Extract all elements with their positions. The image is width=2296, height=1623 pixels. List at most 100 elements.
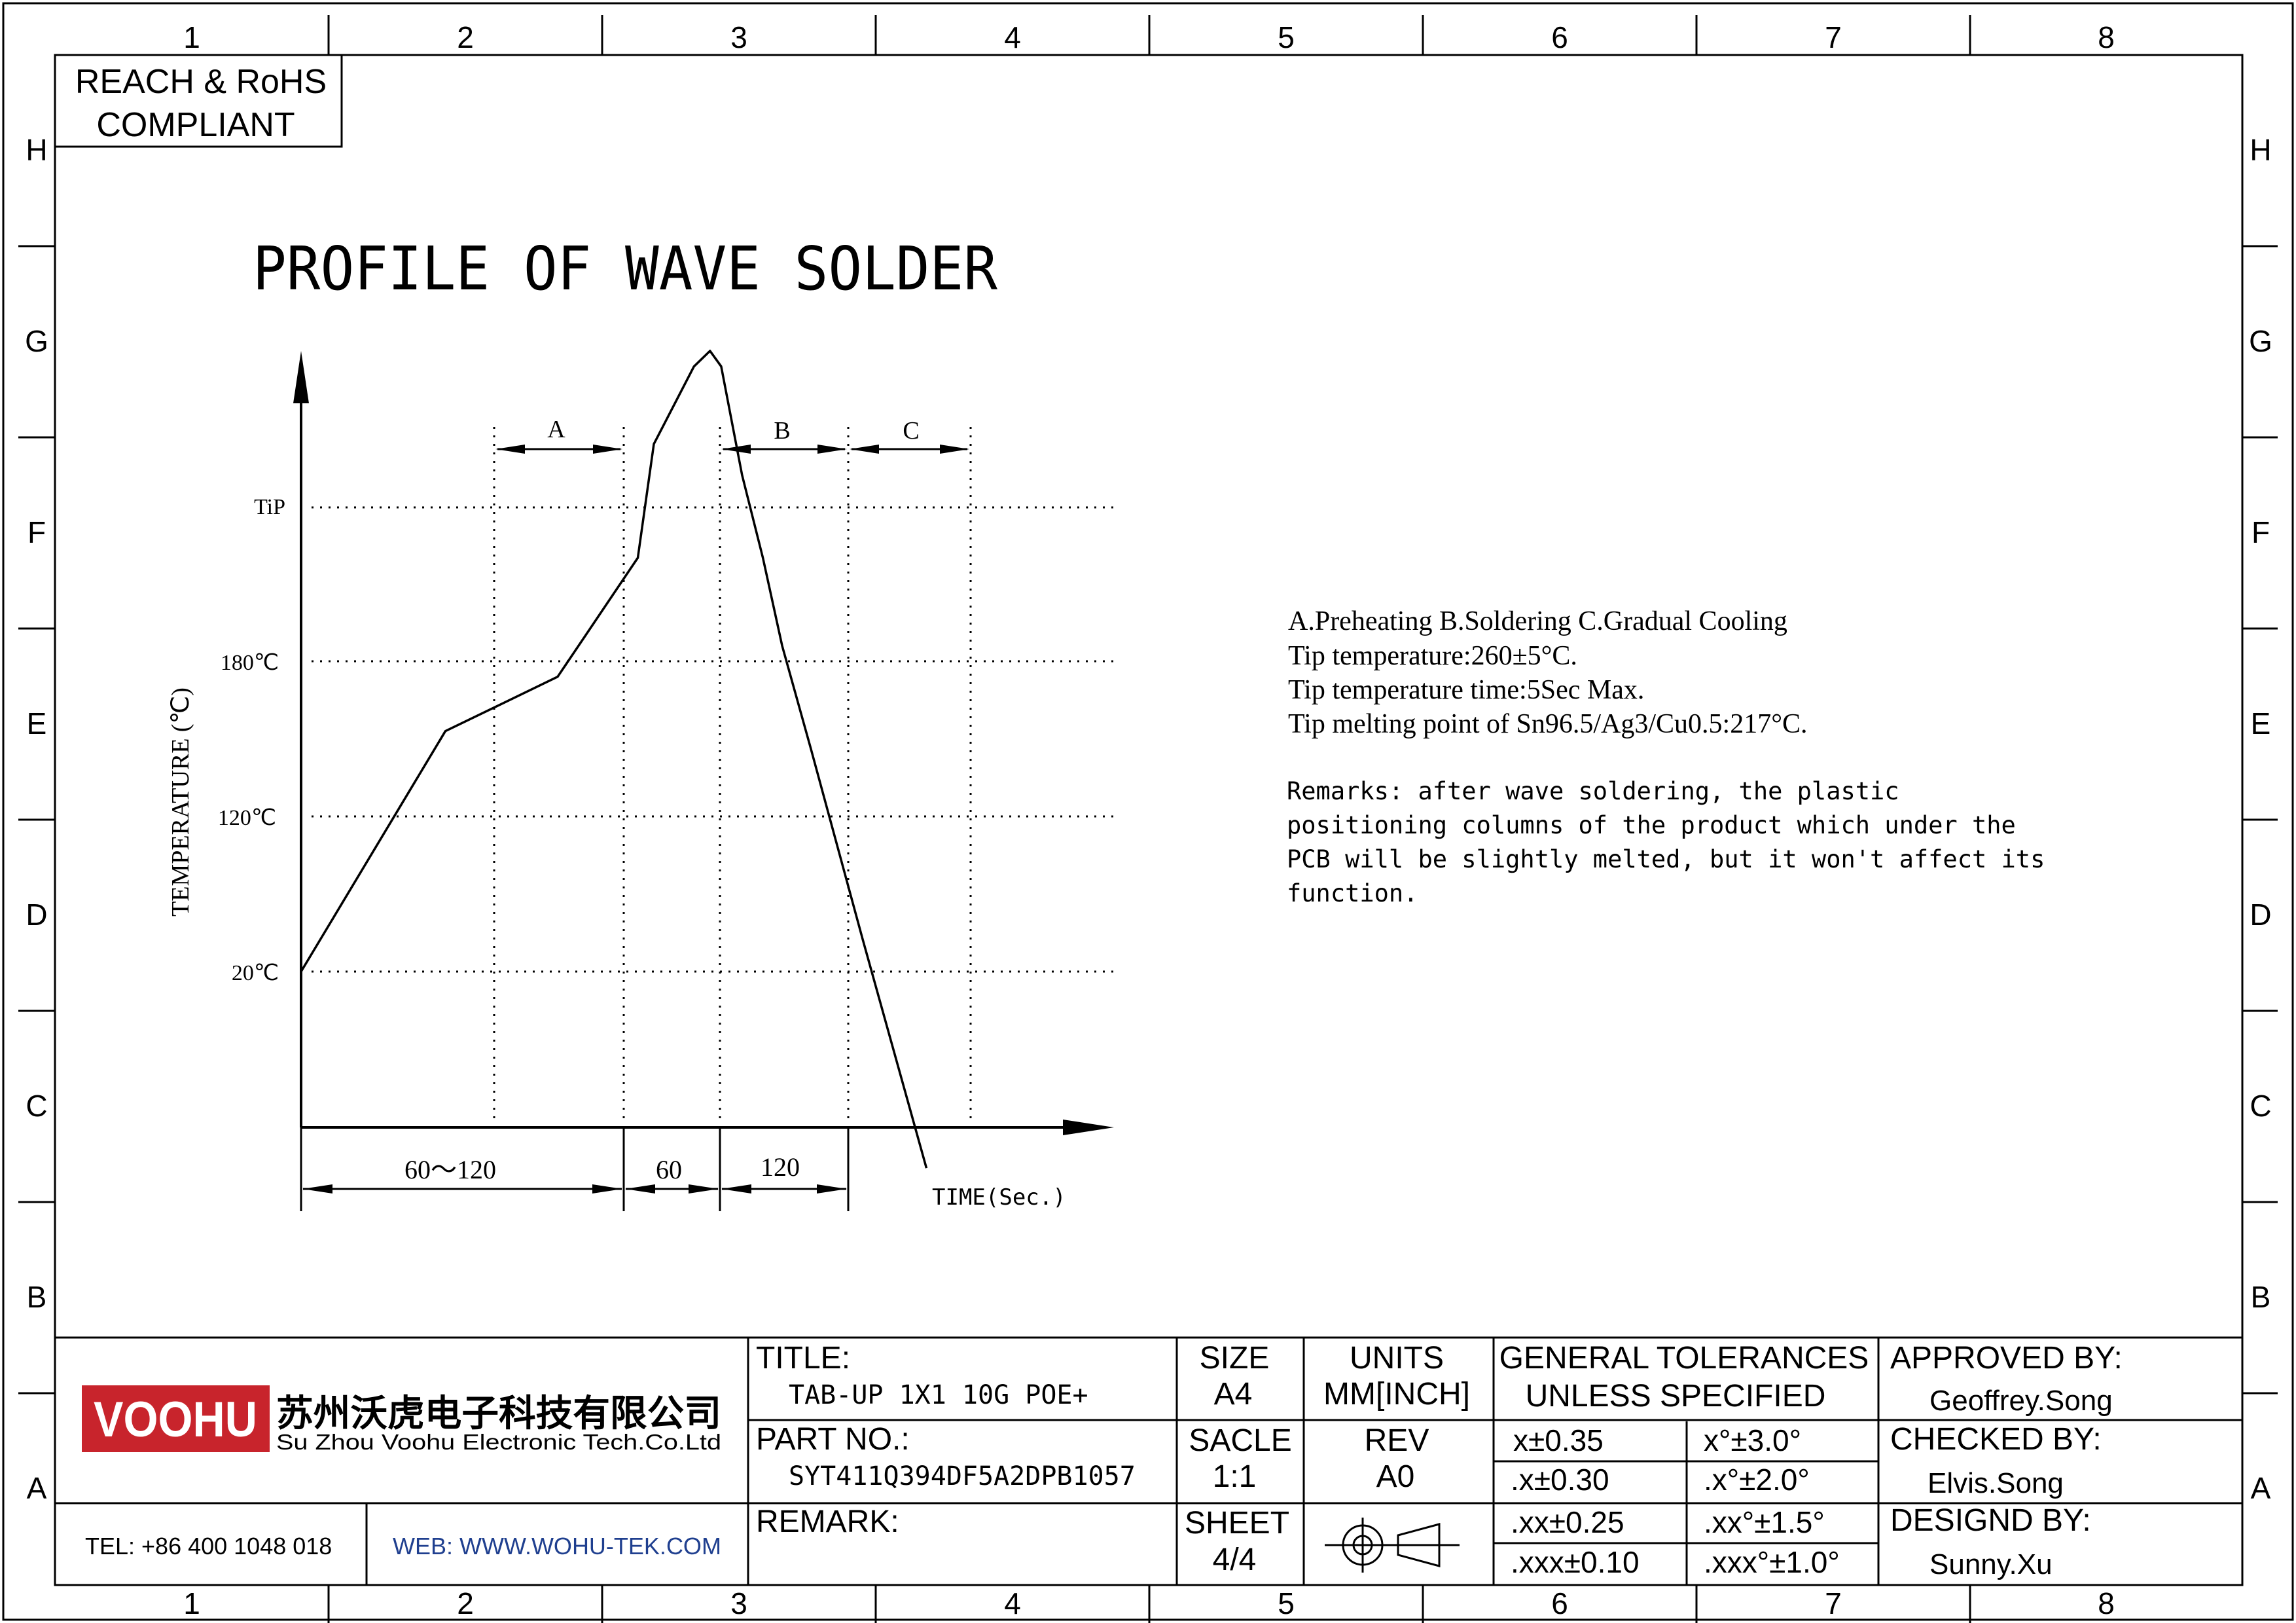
zone-c-arrow (850, 445, 969, 454)
designed-by-value: Sunny.Xu (1929, 1548, 2053, 1580)
zone-row-right: B (2251, 1280, 2271, 1314)
remark-line: positioning columns of the product which… (1287, 811, 2016, 839)
logo-badge (82, 1385, 270, 1452)
rev-label: REV (1365, 1423, 1429, 1458)
logo-text: VOOHU (94, 1392, 257, 1448)
remarks-notes: Remarks: after wave soldering, the plast… (1287, 777, 2045, 907)
tolerance-linear: .xx±0.25 (1511, 1505, 1624, 1539)
note-line: Tip temperature time:5Sec Max. (1288, 675, 1644, 705)
zone-col-bottom: 6 (1551, 1586, 1568, 1620)
zone-row-right: G (2249, 324, 2272, 358)
y-axis-arrowhead (293, 351, 309, 403)
y-axis-label: TEMPERATURE (℃) (167, 687, 194, 917)
zone-label-b: B (774, 417, 790, 445)
tolerance-angular: x°±3.0° (1704, 1423, 1801, 1457)
units-label: UNITS (1350, 1341, 1444, 1376)
zone-row-right: D (2250, 898, 2271, 932)
zone-col-bottom: 5 (1278, 1586, 1295, 1620)
drawing-title: PROFILE OF WAVE SOLDER (253, 234, 998, 304)
zone-row-left: H (26, 133, 47, 167)
compliance-line-2: COMPLIANT (96, 106, 295, 144)
y-axis (293, 351, 309, 1127)
zone-col-bottom: 4 (1004, 1586, 1021, 1620)
y-tick-label: 180℃ (221, 651, 279, 675)
remark-line: function. (1287, 879, 1418, 907)
zone-b-arrow (721, 445, 847, 454)
tolerance-angular: .x°±2.0° (1704, 1463, 1810, 1497)
size-value: A4 (1214, 1377, 1253, 1412)
zone-row-left: E (27, 706, 47, 740)
zone-row-right: F (2251, 515, 2270, 549)
duration-label: 60 (656, 1155, 682, 1184)
projection-symbol (1325, 1518, 1460, 1573)
tolerance-linear: .xxx±0.10 (1511, 1545, 1640, 1579)
sheet-value: 4/4 (1213, 1542, 1257, 1577)
units-value: MM[INCH] (1323, 1377, 1470, 1412)
size-label: SIZE (1200, 1341, 1270, 1376)
tolerance-linear: x±0.35 (1513, 1423, 1604, 1457)
zone-row-right: C (2250, 1089, 2271, 1123)
company-name-cn: 苏州沃虎电子科技有限公司 (276, 1393, 721, 1434)
rev-value: A0 (1376, 1459, 1415, 1494)
zone-row-left: A (27, 1471, 47, 1505)
part-no-value: SYT411Q394DF5A2DPB1057 (789, 1461, 1136, 1491)
company-name-en: Su Zhou Voohu Electronic Tech.Co.Ltd (276, 1430, 721, 1454)
tolerances-label-2: UNLESS SPECIFIED (1526, 1379, 1826, 1413)
zone-label-c: C (903, 417, 919, 445)
checked-by-label: CHECKED BY: (1890, 1422, 2102, 1457)
checked-by-value: Elvis.Song (1928, 1467, 2064, 1499)
zone-col-top: 2 (457, 20, 474, 54)
zone-col-bottom: 1 (183, 1586, 200, 1620)
tolerances-label-1: GENERAL TOLERANCES (1499, 1341, 1869, 1376)
scale-label: SACLE (1189, 1423, 1291, 1458)
zone-col-bottom: 2 (457, 1586, 474, 1620)
zone-row-left: D (26, 898, 47, 932)
frame-zone-labels: 1 2 3 4 5 6 7 8 1 2 3 4 5 6 7 8 H G F E … (25, 20, 2272, 1620)
zone-row-left: C (26, 1089, 47, 1123)
time-gridlines (493, 427, 972, 1122)
note-line: Tip melting point of Sn96.5/Ag3/Cu0.5:21… (1288, 709, 1808, 739)
part-no-label: PART NO.: (756, 1422, 910, 1457)
solder-profile-chart: TiP 180℃ 120℃ 20℃ TEMPERATURE (℃) (167, 350, 1114, 1211)
zone-a-arrow (495, 445, 622, 454)
approved-by-label: APPROVED BY: (1890, 1341, 2123, 1376)
title-block: VOOHU 苏州沃虎电子科技有限公司 Su Zhou Voohu Electro… (55, 1336, 2242, 1585)
zone-row-left: B (27, 1280, 47, 1314)
tolerance-angular: .xxx°±1.0° (1704, 1545, 1840, 1579)
zone-col-top: 1 (183, 20, 200, 54)
compliance-box: REACH & RoHS COMPLIANT (55, 55, 343, 148)
zone-row-left: G (25, 324, 48, 358)
x-axis (301, 1120, 1114, 1135)
temperature-profile-line (300, 350, 928, 1169)
zone-row-right: A (2251, 1471, 2271, 1505)
title-value: TAB-UP 1X1 10G POE+ (789, 1380, 1088, 1410)
zone-label-a: A (547, 416, 565, 443)
y-tick-label: TiP (254, 495, 285, 519)
approved-by-value: Geoffrey.Song (1929, 1385, 2113, 1417)
zone-col-bottom: 8 (2098, 1586, 2115, 1620)
remark-line: Remarks: after wave soldering, the plast… (1287, 777, 1899, 805)
y-tick-labels: TiP 180℃ 120℃ 20℃ (218, 495, 285, 985)
remark-line: PCB will be slightly melted, but it won'… (1287, 845, 2045, 873)
zone-col-bottom: 3 (730, 1586, 747, 1620)
zone-labels: A B C (547, 416, 919, 445)
note-line: Tip temperature:260±5°C. (1288, 641, 1577, 671)
zone-col-top: 3 (730, 20, 747, 54)
x-axis-label: TIME(Sec.) (932, 1184, 1066, 1211)
zone-col-bottom: 7 (1825, 1586, 1842, 1620)
zone-arrows (495, 445, 969, 454)
designed-by-label: DESIGND BY: (1890, 1503, 2091, 1538)
compliance-line-1: REACH & RoHS (75, 63, 327, 101)
title-block-grid (55, 1336, 2242, 1585)
company-tel: TEL: +86 400 1048 018 (85, 1533, 332, 1559)
zone-row-right: H (2250, 133, 2271, 167)
duration-labels: 60～120 60 120 (404, 1152, 800, 1184)
title-label: TITLE: (756, 1341, 850, 1376)
company-web: WEB: WWW.WOHU-TEK.COM (393, 1533, 721, 1559)
scale-value: 1:1 (1213, 1459, 1257, 1494)
sheet-label: SHEET (1185, 1506, 1289, 1541)
duration-label: 60～120 (404, 1155, 496, 1184)
zone-col-top: 4 (1004, 20, 1021, 54)
